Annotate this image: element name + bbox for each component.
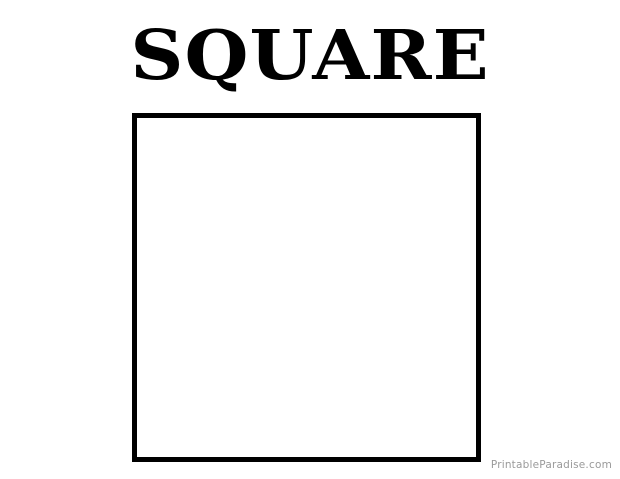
square-shape-outline	[132, 113, 481, 462]
site-watermark: PrintableParadise.com	[490, 459, 612, 471]
page-title: SQUARE	[130, 16, 490, 96]
